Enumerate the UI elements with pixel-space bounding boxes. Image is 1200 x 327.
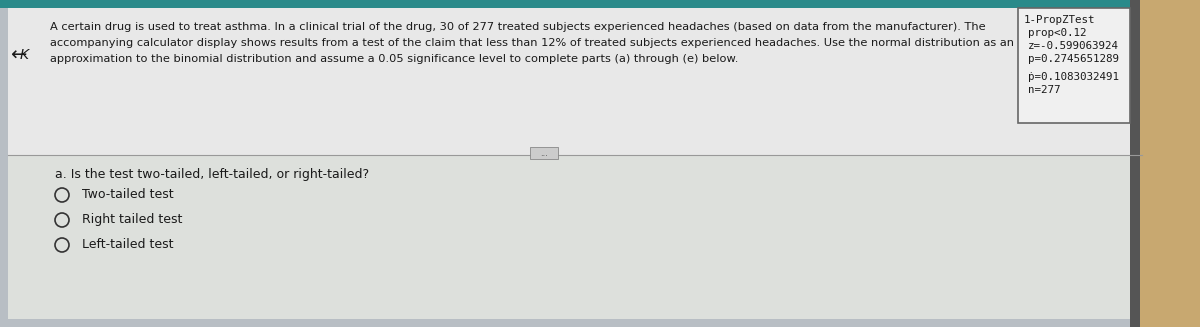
Text: approximation to the binomial distribution and assume a 0.05 significance level : approximation to the binomial distributi… bbox=[50, 54, 738, 64]
Bar bbox=[1130, 0, 1140, 327]
Text: ←: ← bbox=[10, 45, 26, 64]
Text: K: K bbox=[20, 48, 29, 62]
Bar bbox=[530, 147, 558, 159]
Text: A certain drug is used to treat asthma. In a clinical trial of the drug, 30 of 2: A certain drug is used to treat asthma. … bbox=[50, 22, 985, 32]
Text: Right tailed test: Right tailed test bbox=[82, 214, 182, 227]
Text: ...: ... bbox=[540, 149, 548, 159]
Text: 1-PropZTest: 1-PropZTest bbox=[1024, 15, 1096, 25]
Bar bbox=[8, 8, 1138, 156]
Bar bbox=[0, 0, 1200, 8]
Text: p=0.2745651289: p=0.2745651289 bbox=[1028, 54, 1120, 64]
Bar bbox=[8, 156, 1138, 319]
Text: accompanying calculator display shows results from a test of the claim that less: accompanying calculator display shows re… bbox=[50, 38, 1014, 48]
Text: Two-tailed test: Two-tailed test bbox=[82, 188, 174, 201]
Text: prop<0.12: prop<0.12 bbox=[1028, 28, 1086, 38]
Text: ṗ=0.1083032491: ṗ=0.1083032491 bbox=[1028, 72, 1120, 82]
Text: a. Is the test two-tailed, left-tailed, or right-tailed?: a. Is the test two-tailed, left-tailed, … bbox=[55, 168, 370, 181]
Bar bbox=[1138, 0, 1200, 327]
Text: n=277: n=277 bbox=[1028, 85, 1061, 95]
Text: z=-0.599063924: z=-0.599063924 bbox=[1028, 41, 1120, 51]
Text: Left-tailed test: Left-tailed test bbox=[82, 238, 174, 251]
Bar bbox=[1018, 8, 1130, 123]
